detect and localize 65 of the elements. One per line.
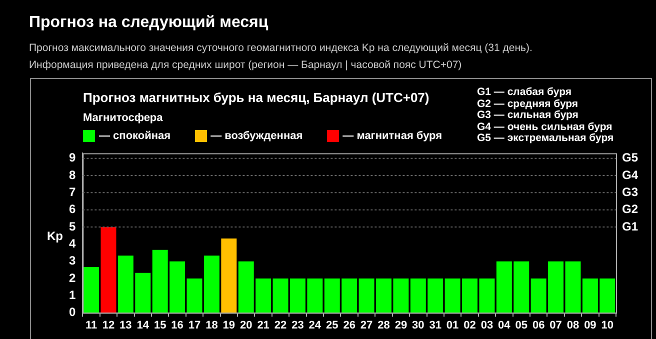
ref-line-label: G3 (622, 184, 638, 199)
y-tick-label: 9 (68, 150, 76, 165)
y-tick-label: 1 (68, 288, 76, 302)
x-tick-label: 10 (601, 319, 614, 332)
x-tick-label: 25 (326, 319, 338, 332)
bar (186, 278, 202, 313)
x-tick-label: 22 (274, 319, 287, 332)
x-tick-label: 01 (446, 319, 459, 332)
x-tick-label: 26 (343, 319, 356, 332)
x-tick-label: 07 (550, 319, 562, 332)
y-tick-label: 5 (68, 219, 76, 234)
legend-label: — магнитная буря (342, 130, 442, 142)
text: G5 — экстремальная буря (477, 132, 614, 144)
ref-line-label: G1 (622, 219, 638, 234)
x-tick-label: 18 (206, 319, 218, 332)
x-tick-label: 12 (102, 319, 115, 332)
chart-title: Прогноз магнитных бурь на месяц, Барнаул (UTC+07) (83, 90, 430, 105)
bar (84, 266, 100, 313)
bar (100, 226, 116, 313)
x-tick-label: 16 (171, 319, 184, 332)
text: G1 — слабая буря (477, 86, 573, 98)
y-tick-label: 3 (68, 254, 76, 268)
y-tick-label: 7 (68, 184, 76, 199)
x-tick-label: 04 (498, 319, 512, 332)
text: G2 — средняя буря (477, 98, 580, 110)
text: Информация приведена для средних широт (регион — Барнаул | часовой пояс UTC+07) (29, 59, 462, 71)
legend-title: Магнитосфера (83, 112, 164, 124)
text: Прогноз на следующий месяц (29, 14, 268, 32)
x-tick-label: 31 (429, 319, 442, 332)
text: G4 — очень сильная буря (477, 120, 612, 132)
x-tick-label: 17 (188, 319, 201, 332)
y-tick-label: 6 (68, 202, 76, 216)
ref-line-label: G4 (622, 168, 638, 182)
y-tick-label: 4 (68, 236, 76, 250)
x-tick-label: 06 (532, 319, 545, 332)
y-tick-label: 2 (68, 270, 76, 285)
bar (221, 238, 237, 313)
x-tick-label: 11 (85, 319, 98, 332)
x-tick-label: 03 (480, 319, 494, 332)
x-tick-label: 14 (136, 319, 150, 332)
x-tick-label: 24 (308, 319, 322, 332)
legend-label: — спокойная (99, 130, 171, 142)
bar (204, 256, 220, 313)
y-tick-label: 8 (68, 168, 76, 182)
text: Прогноз максимального значения суточного геомагнитного индекса Kp на следующий месяц (31 день). (29, 42, 532, 54)
ref-line-label: G5 (622, 150, 638, 165)
x-tick-label: 30 (412, 319, 424, 332)
x-tick-label: 09 (584, 319, 596, 332)
x-tick-label: 21 (257, 319, 270, 332)
y-tick-label: 0 (68, 305, 76, 320)
x-tick-label: 05 (515, 319, 528, 332)
x-tick-label: 02 (464, 319, 476, 332)
x-tick-label: 13 (120, 319, 132, 332)
x-tick-label: 19 (222, 319, 236, 332)
ref-line-label: G2 (622, 202, 638, 216)
x-tick-label: 08 (566, 319, 580, 332)
legend-label: — возбужденная (210, 130, 303, 142)
x-tick-label: 20 (240, 319, 252, 332)
x-tick-label: 15 (154, 319, 166, 332)
x-tick-label: 27 (360, 319, 373, 332)
y-axis-title: Kp (47, 229, 63, 243)
x-tick-label: 23 (292, 319, 304, 332)
text: G3 — сильная буря (477, 109, 580, 122)
x-tick-label: 29 (394, 319, 408, 332)
x-tick-label: 28 (378, 319, 390, 332)
